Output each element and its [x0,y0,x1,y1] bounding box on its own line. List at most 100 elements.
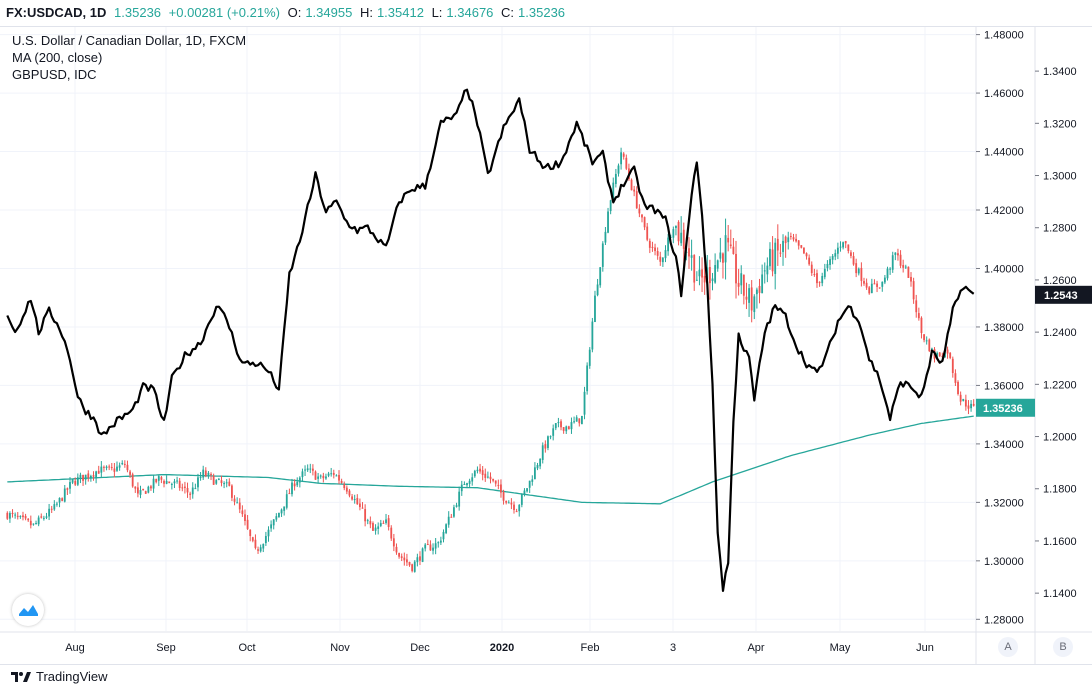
scale-b-button[interactable]: B [1053,637,1073,657]
left-axis-tick-label: 1.1800 [1043,484,1077,496]
candle-body [327,473,330,476]
left-axis-tick-label: 1.2400 [1043,327,1077,339]
candle-body [836,247,839,254]
chart-grid [0,27,975,631]
candle-body [515,511,518,513]
candle-body [881,281,884,287]
candle-body [949,352,952,358]
auto-scale-button[interactable]: A [998,637,1018,657]
candle-body [813,273,816,275]
candle-body [774,242,777,274]
candle-body [157,476,160,481]
candle-body [309,468,312,470]
legend-ma-series[interactable]: MA (200, close) [12,50,103,65]
legend-main-series[interactable]: U.S. Dollar / Canadian Dollar, 1D, FXCM [12,33,247,48]
candle-body [116,466,118,471]
candle-body [607,211,609,233]
candle-body [547,436,549,449]
candle-body [727,237,730,243]
candle-body [382,522,385,524]
overlay-price-tag [1035,285,1092,304]
candle-body [142,488,145,491]
candle-body [113,468,116,472]
candle-body [238,502,241,510]
candle-body [139,490,142,495]
candle-body [463,484,466,486]
candle-body [552,428,555,436]
candle-body [857,268,860,274]
candle-body [447,516,450,525]
candle-body [648,240,651,248]
left-axis-tick-label: 1.3000 [1043,171,1077,183]
candle-body [682,229,685,249]
candle-body [912,281,915,300]
symbol-name[interactable]: FX:USDCAD, 1D [6,5,107,20]
candle-body [458,491,461,507]
tradingview-logo[interactable]: TradingView [10,669,108,684]
candle-body [395,546,398,553]
tradingview-logo-icon [11,671,31,682]
high-label: H: [359,5,373,20]
candle-body [575,417,578,422]
candle-body [285,494,288,508]
candle-body [152,478,155,489]
candle-body [439,540,442,543]
candle-body [332,472,335,475]
candle-body [58,497,61,503]
candle-body [808,257,811,265]
candle-body [165,480,168,484]
candle-body [928,339,931,352]
candle-body [369,521,372,525]
candle-body [204,470,207,476]
candle-body [244,514,246,521]
candle-body [753,296,756,313]
candle-body [967,405,970,409]
candle-body [197,477,199,488]
last-price-label: 1.35236 [983,403,1023,415]
candle-body [348,490,351,496]
candle-body [330,473,333,475]
candle-body [690,255,693,258]
candle-body [732,246,735,254]
candle-body [479,468,481,472]
candle-body [622,153,625,157]
candle-body [541,445,544,460]
candle-body [275,516,278,520]
candle-body [11,512,14,515]
right-axis-tick-label: 1.48000 [984,30,1024,42]
time-axis-label: Sep [156,642,176,654]
candle-body [110,467,113,469]
candle-body [842,242,845,248]
candle-body [860,267,863,281]
price-chart[interactable]: 1.48000 1.46000 1.44000 1.42000 1.40000 1.380… [0,27,1092,664]
candle-body [523,490,526,495]
candle-body [505,500,508,503]
candle-body [432,547,434,551]
candle-body [61,498,64,501]
candle-body [220,480,223,484]
candle-body [821,275,824,284]
candle-body [353,499,356,501]
candle-body [915,300,918,313]
candle-body [583,391,586,415]
candle-body [293,483,296,487]
candle-body [241,510,244,515]
candle-body [831,255,834,260]
candle-body [959,394,962,402]
candle-body [722,253,724,263]
candle-body [262,543,265,549]
legend-overlay-series[interactable]: GBPUSD, IDC [12,67,97,82]
tradingview-badge-icon[interactable] [12,594,44,626]
candle-body [878,287,881,289]
time-axis-label: Nov [330,642,350,654]
candle-body [630,179,633,191]
candle-body [233,498,236,502]
candle-body [805,253,808,257]
candle-body [792,237,795,240]
left-axis-tick-label: 1.2600 [1043,275,1077,287]
candle-body [829,259,831,265]
candle-body [594,295,596,323]
candle-body [170,483,173,485]
candle-body [231,485,233,498]
candle-body [385,519,387,523]
